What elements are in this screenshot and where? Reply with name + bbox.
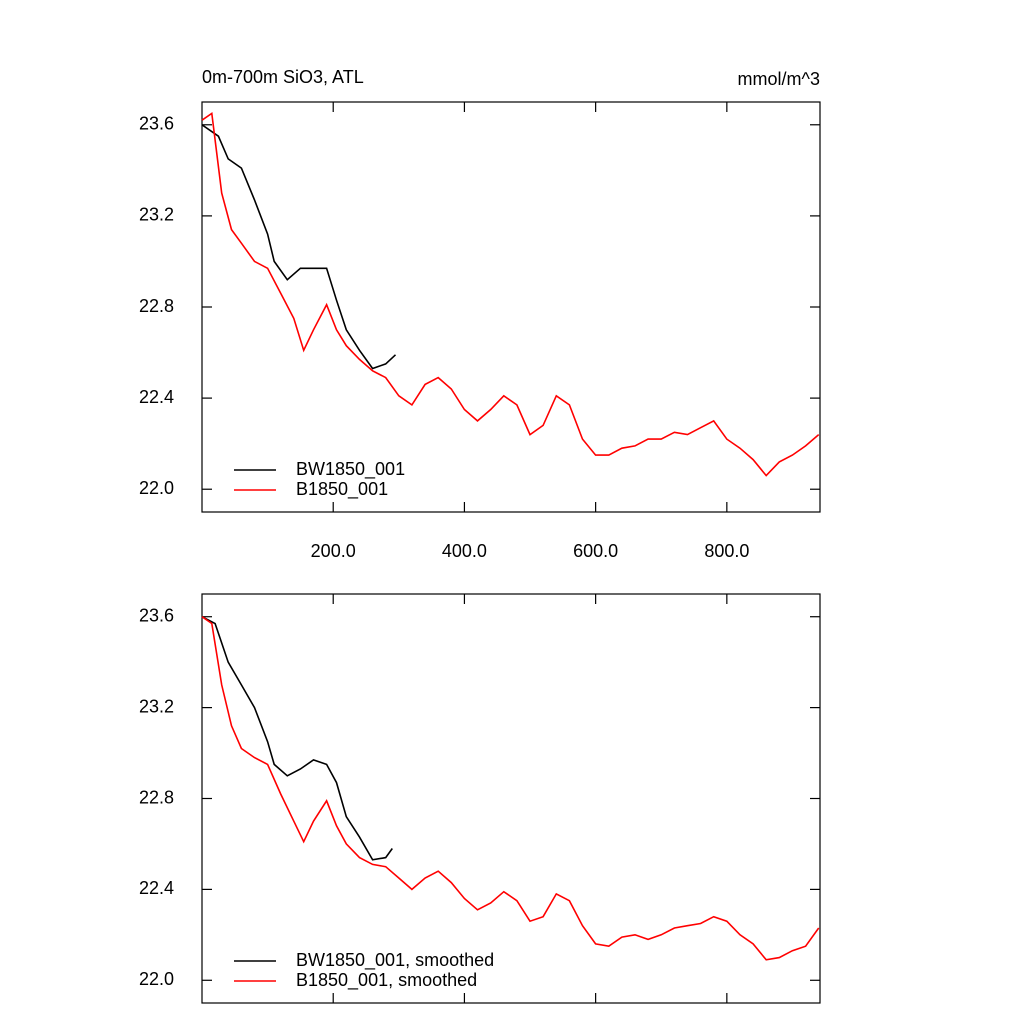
data-line	[201, 615, 393, 861]
y-tick-label: 22.0	[139, 969, 174, 989]
x-tick-label: 600.0	[573, 541, 618, 561]
legend-label: B1850_001	[296, 479, 388, 500]
data-line	[201, 124, 397, 370]
chart-title: 0m-700m SiO3, ATL	[202, 67, 364, 87]
x-tick-label: 800.0	[704, 541, 749, 561]
data-line	[201, 111, 820, 477]
y-tick-label: 23.6	[139, 114, 174, 134]
legend-label: B1850_001, smoothed	[296, 970, 477, 991]
units-label: mmol/m^3	[738, 69, 820, 89]
plot-frame	[201, 593, 821, 1004]
legend-label: BW1850_001	[296, 459, 405, 480]
legend-label: BW1850_001, smoothed	[296, 950, 494, 971]
y-tick-label: 22.8	[139, 296, 174, 316]
y-tick-label: 23.2	[139, 205, 174, 225]
data-line	[201, 616, 820, 961]
y-tick-label: 22.4	[139, 878, 174, 898]
y-tick-label: 22.0	[139, 478, 174, 498]
plot-frame	[201, 101, 821, 513]
y-tick-label: 23.6	[139, 605, 174, 625]
y-tick-label: 22.4	[139, 387, 174, 407]
x-tick-label: 200.0	[311, 541, 356, 561]
x-tick-label: 400.0	[442, 541, 487, 561]
y-tick-label: 22.8	[139, 787, 174, 807]
y-tick-label: 23.2	[139, 696, 174, 716]
